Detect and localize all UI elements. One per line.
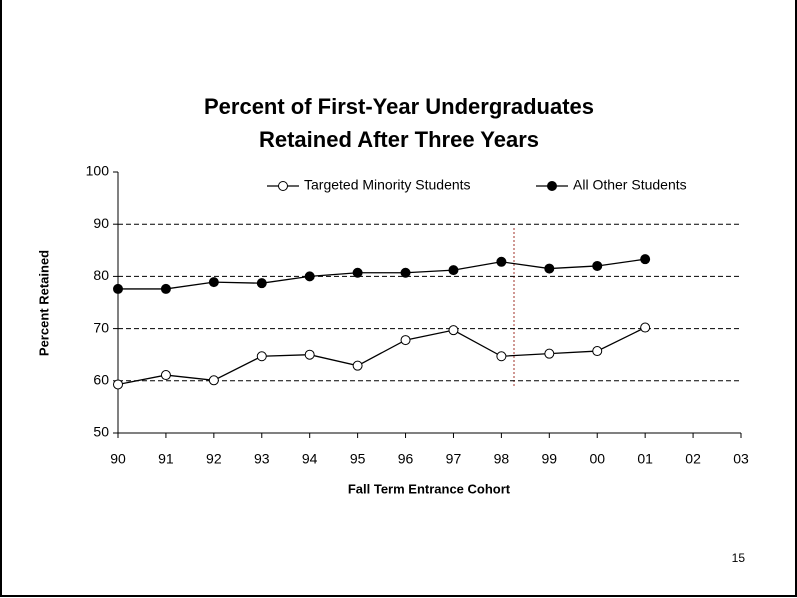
x-tick-label: 91 [158,451,174,467]
x-tick-label: 93 [254,451,270,467]
legend-marker [547,181,557,191]
x-tick-label: 02 [685,451,701,467]
data-point [113,379,123,390]
data-point [208,375,219,386]
y-tick-label: 70 [93,319,109,335]
x-tick-label: 94 [302,451,318,467]
data-point [544,348,555,359]
data-point [352,360,363,371]
page-number: 15 [732,551,746,565]
x-tick-label: 92 [206,451,222,467]
data-point [448,325,459,336]
data-point [496,351,507,362]
data-point [544,263,555,274]
chart-title: Percent of First-Year Undergraduates [204,94,594,119]
y-tick-label: 90 [93,215,109,231]
data-point [640,322,651,333]
legend-label: All Other Students [573,177,687,193]
series-line [118,258,646,290]
data-point [208,277,219,288]
data-point [640,254,651,265]
data-point [352,267,363,278]
data-point [304,271,315,282]
x-tick-label: 98 [494,451,510,467]
series-line [117,326,646,386]
data-point [256,278,267,289]
x-tick-label: 00 [589,451,605,467]
x-tick-label: 03 [733,451,749,467]
data-point [400,267,411,278]
legend-marker [278,181,288,191]
y-tick-label: 100 [86,163,110,179]
x-axis-title: Fall Term Entrance Cohort [348,481,511,496]
data-point [448,265,459,276]
data-point [592,260,603,271]
y-tick-label: 60 [93,372,109,388]
y-axis-title: Percent Retained [36,250,51,356]
data-point [160,283,171,294]
x-tick-label: 90 [110,451,126,467]
chart-title: Retained After Three Years [259,127,539,152]
x-tick-label: 97 [446,451,462,467]
data-point [592,346,603,357]
y-tick-label: 80 [93,267,109,283]
x-tick-label: 99 [542,451,558,467]
legend-label: Targeted Minority Students [304,177,471,193]
x-tick-label: 96 [398,451,414,467]
data-point [256,351,267,362]
data-point [400,335,411,346]
data-point [160,370,171,381]
data-point [304,349,315,360]
y-tick-label: 50 [93,424,109,440]
data-point [496,256,507,267]
data-point [113,283,123,294]
x-tick-label: 95 [350,451,366,467]
x-tick-label: 01 [637,451,653,467]
